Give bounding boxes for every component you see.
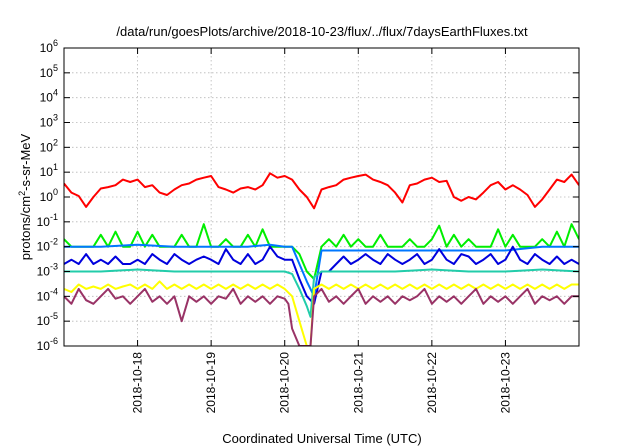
series-line-6 <box>64 280 579 346</box>
series-layer <box>64 172 579 346</box>
y-tick-label-base: 10 <box>40 41 54 55</box>
series-line-1 <box>64 172 579 210</box>
series-line-7 <box>64 287 579 346</box>
y-tick-label-base: 10 <box>40 66 54 80</box>
y-tick-label-exponent: -5 <box>50 311 58 321</box>
y-tick-labels: 10-610-510-410-310-210-11001011021031041… <box>37 38 58 353</box>
x-tick-label: 2018-10-19 <box>204 352 218 414</box>
series-line-3 <box>64 243 579 298</box>
chart-title: /data/run/goesPlots/archive/2018-10-23/f… <box>116 24 528 39</box>
y-tick-label-base: 10 <box>40 116 54 130</box>
ticks <box>64 47 579 347</box>
y-tick-label-base: 10 <box>37 215 51 229</box>
y-tick-label: 104 <box>40 88 58 105</box>
y-axis-label-base: protons/cm <box>18 196 33 260</box>
y-tick-label-exponent: -4 <box>50 286 58 296</box>
x-tick-label: 2018-10-23 <box>498 352 512 414</box>
y-tick-label-exponent: -3 <box>50 262 58 272</box>
series-line-2 <box>64 223 579 280</box>
y-tick-label: 105 <box>40 63 58 80</box>
y-tick-label: 10-2 <box>37 237 58 254</box>
y-tick-label-base: 10 <box>37 240 51 254</box>
y-tick-label-base: 10 <box>40 165 54 179</box>
y-tick-label: 102 <box>40 137 58 154</box>
y-tick-label: 10-6 <box>37 336 58 353</box>
y-tick-label: 106 <box>40 38 58 55</box>
y-tick-label-exponent: 2 <box>53 137 58 147</box>
y-tick-label-base: 10 <box>40 140 54 154</box>
y-axis-label-sup: 2 <box>17 191 27 196</box>
y-tick-label: 10-1 <box>37 212 58 229</box>
y-tick-label: 10-3 <box>37 262 58 279</box>
y-tick-label-base: 10 <box>37 339 51 353</box>
y-tick-label-base: 10 <box>40 91 54 105</box>
y-axis-label-rest: -s-sr-MeV <box>18 133 33 190</box>
y-tick-label: 10-5 <box>37 311 58 328</box>
y-tick-label: 100 <box>40 187 58 204</box>
y-tick-label-exponent: 4 <box>53 88 58 98</box>
x-tick-label: 2018-10-22 <box>425 352 439 414</box>
y-tick-label-base: 10 <box>37 289 51 303</box>
y-axis-label: protons/cm2-s-sr-MeV <box>17 133 33 260</box>
y-tick-label: 103 <box>40 113 58 130</box>
y-tick-label-exponent: 1 <box>53 162 58 172</box>
y-tick-label-base: 10 <box>40 190 54 204</box>
x-tick-label: 2018-10-18 <box>131 352 145 414</box>
y-tick-label-exponent: -6 <box>50 336 58 346</box>
y-tick-label: 10-4 <box>37 286 58 303</box>
y-tick-label-exponent: 0 <box>53 187 58 197</box>
x-tick-label: 2018-10-21 <box>351 352 365 414</box>
x-tick-labels: 2018-10-18 2018-10-19 2018-10-20 2018-10-21… <box>131 352 513 414</box>
y-tick-label-exponent: -1 <box>50 212 58 222</box>
series-line-5 <box>64 268 579 318</box>
y-tick-label-base: 10 <box>37 265 51 279</box>
x-axis-label: Coordinated Universal Time (UTC) <box>222 431 421 446</box>
y-tick-label-exponent: 3 <box>53 113 58 123</box>
x-tick-label: 2018-10-20 <box>278 352 292 414</box>
y-tick-label-exponent: -2 <box>50 237 58 247</box>
y-tick-label-exponent: 6 <box>53 38 58 48</box>
y-tick-label-exponent: 5 <box>53 63 58 73</box>
y-tick-label: 101 <box>40 162 58 179</box>
y-tick-label-base: 10 <box>37 314 51 328</box>
grid <box>64 48 579 346</box>
